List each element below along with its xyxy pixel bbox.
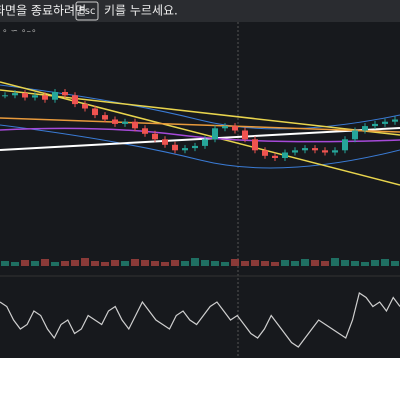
volume-bar <box>351 261 359 266</box>
candle <box>82 104 88 109</box>
candle <box>252 139 258 151</box>
candle <box>302 148 308 151</box>
candle <box>382 121 388 124</box>
volume-bar <box>41 259 49 266</box>
volume-bar <box>261 261 269 266</box>
candle <box>162 139 168 145</box>
volume-bar <box>221 262 229 266</box>
volume-bar <box>331 258 339 266</box>
candle <box>312 148 318 151</box>
volume-bar <box>311 260 319 266</box>
candle <box>282 152 288 158</box>
candle <box>322 150 328 153</box>
volume-bar <box>341 260 349 266</box>
candle <box>362 126 368 131</box>
volume-bar <box>191 258 199 266</box>
candle <box>262 150 268 156</box>
candle <box>22 93 28 98</box>
volume-bar <box>281 260 289 266</box>
candle <box>192 145 198 149</box>
candle <box>142 128 148 134</box>
candle <box>222 126 228 129</box>
volume-bar <box>121 261 129 266</box>
candle <box>102 115 108 120</box>
candle <box>232 126 238 131</box>
volume-bar <box>21 260 29 266</box>
candle <box>352 130 358 140</box>
overlay-bar <box>0 0 400 22</box>
candle <box>32 95 38 98</box>
candle <box>42 95 48 100</box>
volume-bar <box>161 262 169 266</box>
volume-bar <box>181 261 189 266</box>
candle <box>172 144 178 151</box>
candle <box>212 128 218 140</box>
volume-bar <box>211 261 219 266</box>
volume-bar <box>101 262 109 266</box>
candle <box>52 92 58 100</box>
toolbar-icons[interactable]: ∘ ∽ ∘–∘ <box>2 27 37 37</box>
volume-bar <box>91 261 99 266</box>
moving-average <box>0 127 400 143</box>
overlay-text: 화면을 종료하려면 <box>0 4 86 18</box>
candle <box>72 95 78 105</box>
candle <box>372 123 378 127</box>
volume-bar <box>321 261 329 266</box>
chart-bg <box>0 0 400 358</box>
candle <box>342 139 348 151</box>
volume-bar <box>151 261 159 266</box>
volume-bar <box>51 262 59 266</box>
volume-bar <box>11 262 19 266</box>
candle <box>392 119 398 122</box>
volume-bar <box>1 261 9 266</box>
volume-bar <box>131 259 139 266</box>
candle <box>12 93 18 96</box>
volume-bar <box>361 262 369 266</box>
trendline <box>0 127 400 151</box>
candle <box>132 121 138 129</box>
moving-average <box>0 117 400 133</box>
overlay-text: 키를 누르세요. <box>104 4 178 18</box>
candle <box>2 95 8 97</box>
volume-bar <box>31 261 39 266</box>
key-label: Esc <box>78 6 95 17</box>
candle <box>292 150 298 153</box>
volume-bar <box>271 262 279 266</box>
candle <box>182 148 188 151</box>
volume-bar <box>111 260 119 266</box>
volume-bar <box>241 261 249 266</box>
candle <box>242 130 248 140</box>
volume-bar <box>171 260 179 266</box>
volume-bar <box>201 260 209 266</box>
volume-bar <box>81 258 89 266</box>
candle <box>332 150 338 153</box>
candle <box>202 139 208 146</box>
trendline <box>0 81 400 186</box>
candle <box>62 92 68 96</box>
volume-bar <box>251 260 259 266</box>
candle <box>112 119 118 124</box>
volume-bar <box>71 260 79 266</box>
band-lower <box>0 124 400 169</box>
volume-bar <box>391 261 399 266</box>
volume-bar <box>301 259 309 266</box>
volume-bar <box>371 260 379 266</box>
volume-bar <box>291 261 299 266</box>
trendline <box>0 89 400 136</box>
price-pane <box>0 81 400 186</box>
oscillator-line <box>0 292 400 348</box>
candle <box>272 155 278 158</box>
volume-bar <box>141 260 149 266</box>
band-upper <box>0 84 400 130</box>
candle <box>152 133 158 140</box>
candle <box>122 121 128 124</box>
key-box <box>75 1 99 21</box>
candle <box>92 108 98 116</box>
volume-bar <box>381 259 389 266</box>
volume-bar <box>231 259 239 266</box>
volume-bar <box>61 261 69 266</box>
